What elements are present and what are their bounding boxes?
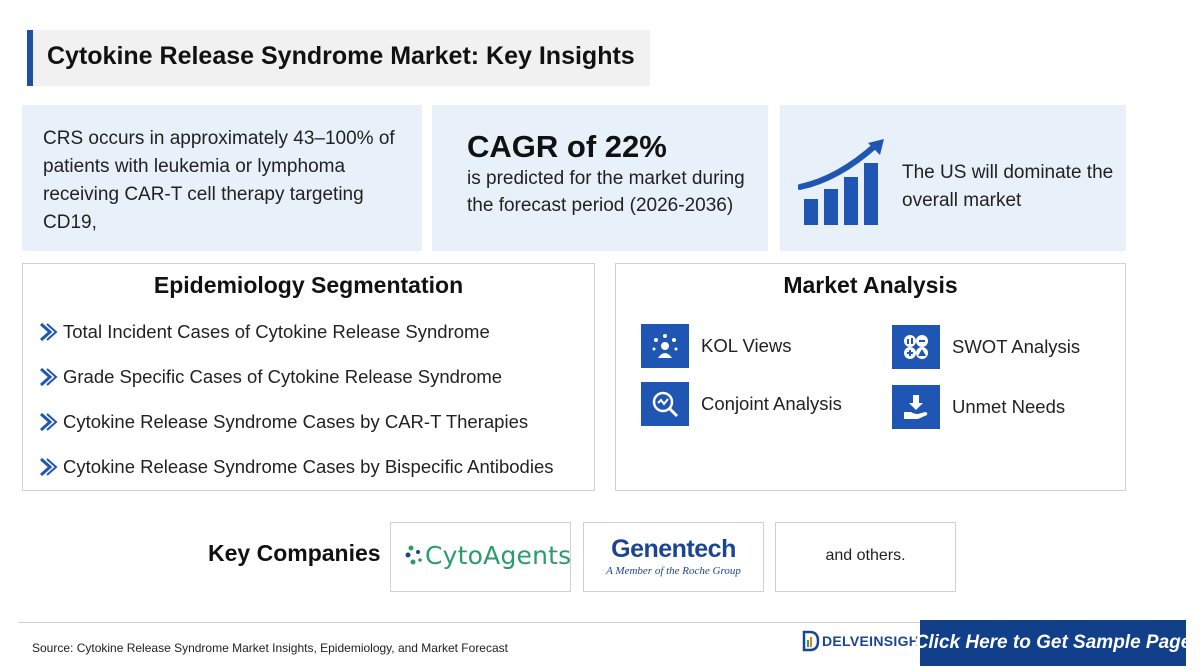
market-analysis-panel: Market Analysis KOL Views Conjoint Analy…	[615, 263, 1126, 491]
crs-insight-text: CRS occurs in approximately 43–100% of p…	[43, 128, 395, 233]
others-text: and others.	[825, 547, 906, 564]
epidemiology-panel: Epidemiology Segmentation Total Incident…	[22, 263, 595, 491]
list-item: Cytokine Release Syndrome Cases by CAR-T…	[38, 399, 554, 444]
growth-chart-icon	[798, 139, 884, 225]
genentech-subtitle: A Member of the Roche Group	[606, 565, 741, 577]
market-analysis-label: Unmet Needs	[952, 396, 1066, 417]
genentech-name: Genentech	[611, 535, 736, 563]
delveinsight-logo: DELVEINSIGHT	[802, 630, 928, 652]
epidemiology-item-label: Grade Specific Cases of Cytokine Release…	[63, 365, 503, 387]
delveinsight-mark-icon	[802, 630, 820, 652]
title-banner: Cytokine Release Syndrome Market: Key In…	[27, 30, 650, 86]
source-note: Source: Cytokine Release Syndrome Market…	[32, 641, 508, 655]
list-item: Cytokine Release Syndrome Cases by Bispe…	[38, 444, 554, 489]
market-analysis-item-kol: KOL Views	[641, 324, 792, 368]
sample-page-button[interactable]: Click Here to Get Sample Page	[915, 620, 1191, 666]
epidemiology-item-label: Cytokine Release Syndrome Cases by CAR-T…	[63, 410, 529, 432]
swot-icon	[892, 325, 940, 369]
company-others-box: and others.	[775, 522, 956, 592]
cytoagents-name: CytoAgents	[425, 541, 572, 570]
market-analysis-title: Market Analysis	[783, 272, 958, 298]
company-logo-cytoagents: CytoAgents	[390, 522, 571, 592]
epidemiology-item-label: Cytokine Release Syndrome Cases by Bispe…	[63, 455, 554, 477]
cagr-description: is predicted for the market during the f…	[467, 168, 745, 216]
epidemiology-title: Epidemiology Segmentation	[153, 272, 464, 298]
cytoagents-dots-icon	[405, 545, 422, 564]
cagr-heading: CAGR of 22%	[467, 129, 667, 164]
market-analysis-label: KOL Views	[701, 335, 792, 356]
market-analysis-item-conjoint: Conjoint Analysis	[641, 382, 842, 426]
us-insight-text: The US will dominate the overall market	[902, 162, 1114, 211]
insight-card-cagr: CAGR of 22% is predicted for the market …	[432, 105, 768, 251]
market-analysis-label: Conjoint Analysis	[701, 393, 842, 414]
chevron-right-icon	[40, 322, 58, 341]
chevron-right-icon	[40, 412, 58, 431]
unmet-needs-icon	[892, 385, 940, 429]
insight-card-crs: CRS occurs in approximately 43–100% of p…	[22, 105, 422, 251]
conjoint-icon	[641, 382, 689, 426]
footer-divider	[18, 622, 1182, 623]
chevron-right-icon	[40, 457, 58, 476]
epidemiology-list: Total Incident Cases of Cytokine Release…	[38, 309, 554, 489]
key-companies-label: Key Companies	[208, 540, 381, 566]
page-title: Cytokine Release Syndrome Market: Key In…	[47, 42, 635, 70]
cytoagents-logo: CytoAgents	[405, 541, 571, 570]
list-item: Grade Specific Cases of Cytokine Release…	[38, 354, 554, 399]
epidemiology-item-label: Total Incident Cases of Cytokine Release…	[63, 320, 490, 342]
delveinsight-name: DELVEINSIGHT	[822, 633, 929, 649]
list-item: Total Incident Cases of Cytokine Release…	[38, 309, 554, 354]
market-analysis-item-unmet: Unmet Needs	[892, 385, 1065, 429]
chevron-right-icon	[40, 367, 58, 386]
company-logo-genentech: Genentech A Member of the Roche Group	[583, 522, 764, 592]
insight-card-us: The US will dominate the overall market	[780, 105, 1126, 251]
kol-icon	[641, 324, 689, 368]
market-analysis-item-swot: SWOT Analysis	[892, 325, 1080, 369]
market-analysis-label: SWOT Analysis	[952, 336, 1081, 357]
